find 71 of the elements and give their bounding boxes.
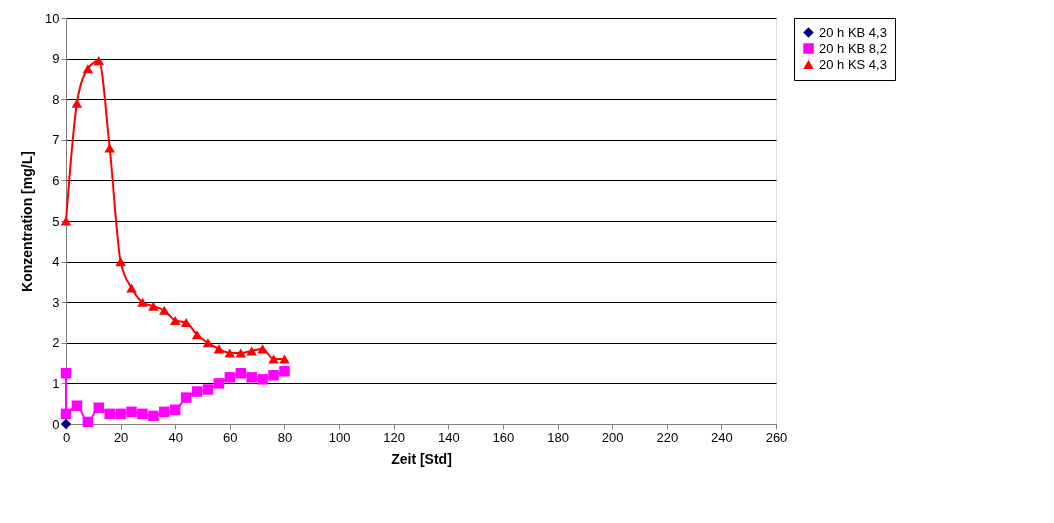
x-tick-label: 240 [711,429,733,445]
point [148,301,159,311]
point [115,408,126,420]
legend-label: 20 h KB 8,2 [819,40,887,56]
y-tick-label: 0 [52,416,60,432]
point [169,315,181,326]
point [126,406,137,418]
point [126,283,137,293]
x-tick-label: 200 [601,429,624,445]
point [93,56,105,66]
point [82,64,94,74]
y-tick-label: 10 [45,10,60,26]
y-tick-label: 9 [52,51,60,67]
point [115,257,126,267]
point [71,98,83,108]
point [137,297,148,307]
x-tick-label: 120 [383,429,406,445]
y-tick-label: 4 [52,254,60,270]
y-tick-label: 7 [52,132,60,148]
point [82,416,94,428]
point [202,384,214,395]
point [137,408,148,420]
x-tick-label: 140 [437,429,460,445]
point [257,344,268,354]
y-tick-label: 2 [52,335,60,351]
x-tick-label: 260 [765,429,788,445]
point [60,368,72,379]
point [191,330,203,340]
point [279,354,290,364]
point [191,386,203,397]
x-axis-title: Zeit [Std] [391,450,452,467]
legend-label: 20 h KB 4,3 [819,24,887,40]
point [246,372,257,383]
y-tick-label: 8 [52,91,60,107]
point [257,374,268,385]
point [202,338,214,348]
y-tick-label: 6 [52,172,60,188]
y-axis-title: Konzentration [mg/L] [19,151,36,292]
point [159,406,170,418]
point [213,378,225,389]
point [180,317,192,328]
point [159,305,170,315]
point [104,408,115,420]
point [148,410,159,422]
y-tick-label: 5 [52,213,60,229]
point [169,404,181,416]
point [235,368,247,379]
x-tick-label: 80 [277,429,293,445]
x-tick-label: 100 [328,429,351,445]
x-tick-label: 20 [113,429,129,445]
point [60,408,72,420]
x-tick-label: 160 [492,429,515,445]
point [60,418,72,430]
point [180,392,192,403]
point [93,402,105,413]
x-tick-label: 220 [656,429,679,445]
x-tick-label: 60 [223,429,238,445]
point [224,372,236,383]
point [224,348,236,358]
point [60,216,72,226]
point [71,400,83,411]
x-tick-label: 40 [168,429,183,445]
y-tick-label: 1 [52,375,60,391]
x-tick-label: 0 [62,429,71,445]
point [268,354,279,364]
x-tick-label: 180 [547,429,569,445]
point [213,344,225,354]
point [268,370,279,381]
legend-label: 20 h KS 4,3 [819,56,887,72]
point [279,365,290,377]
y-tick-label: 3 [52,294,60,310]
